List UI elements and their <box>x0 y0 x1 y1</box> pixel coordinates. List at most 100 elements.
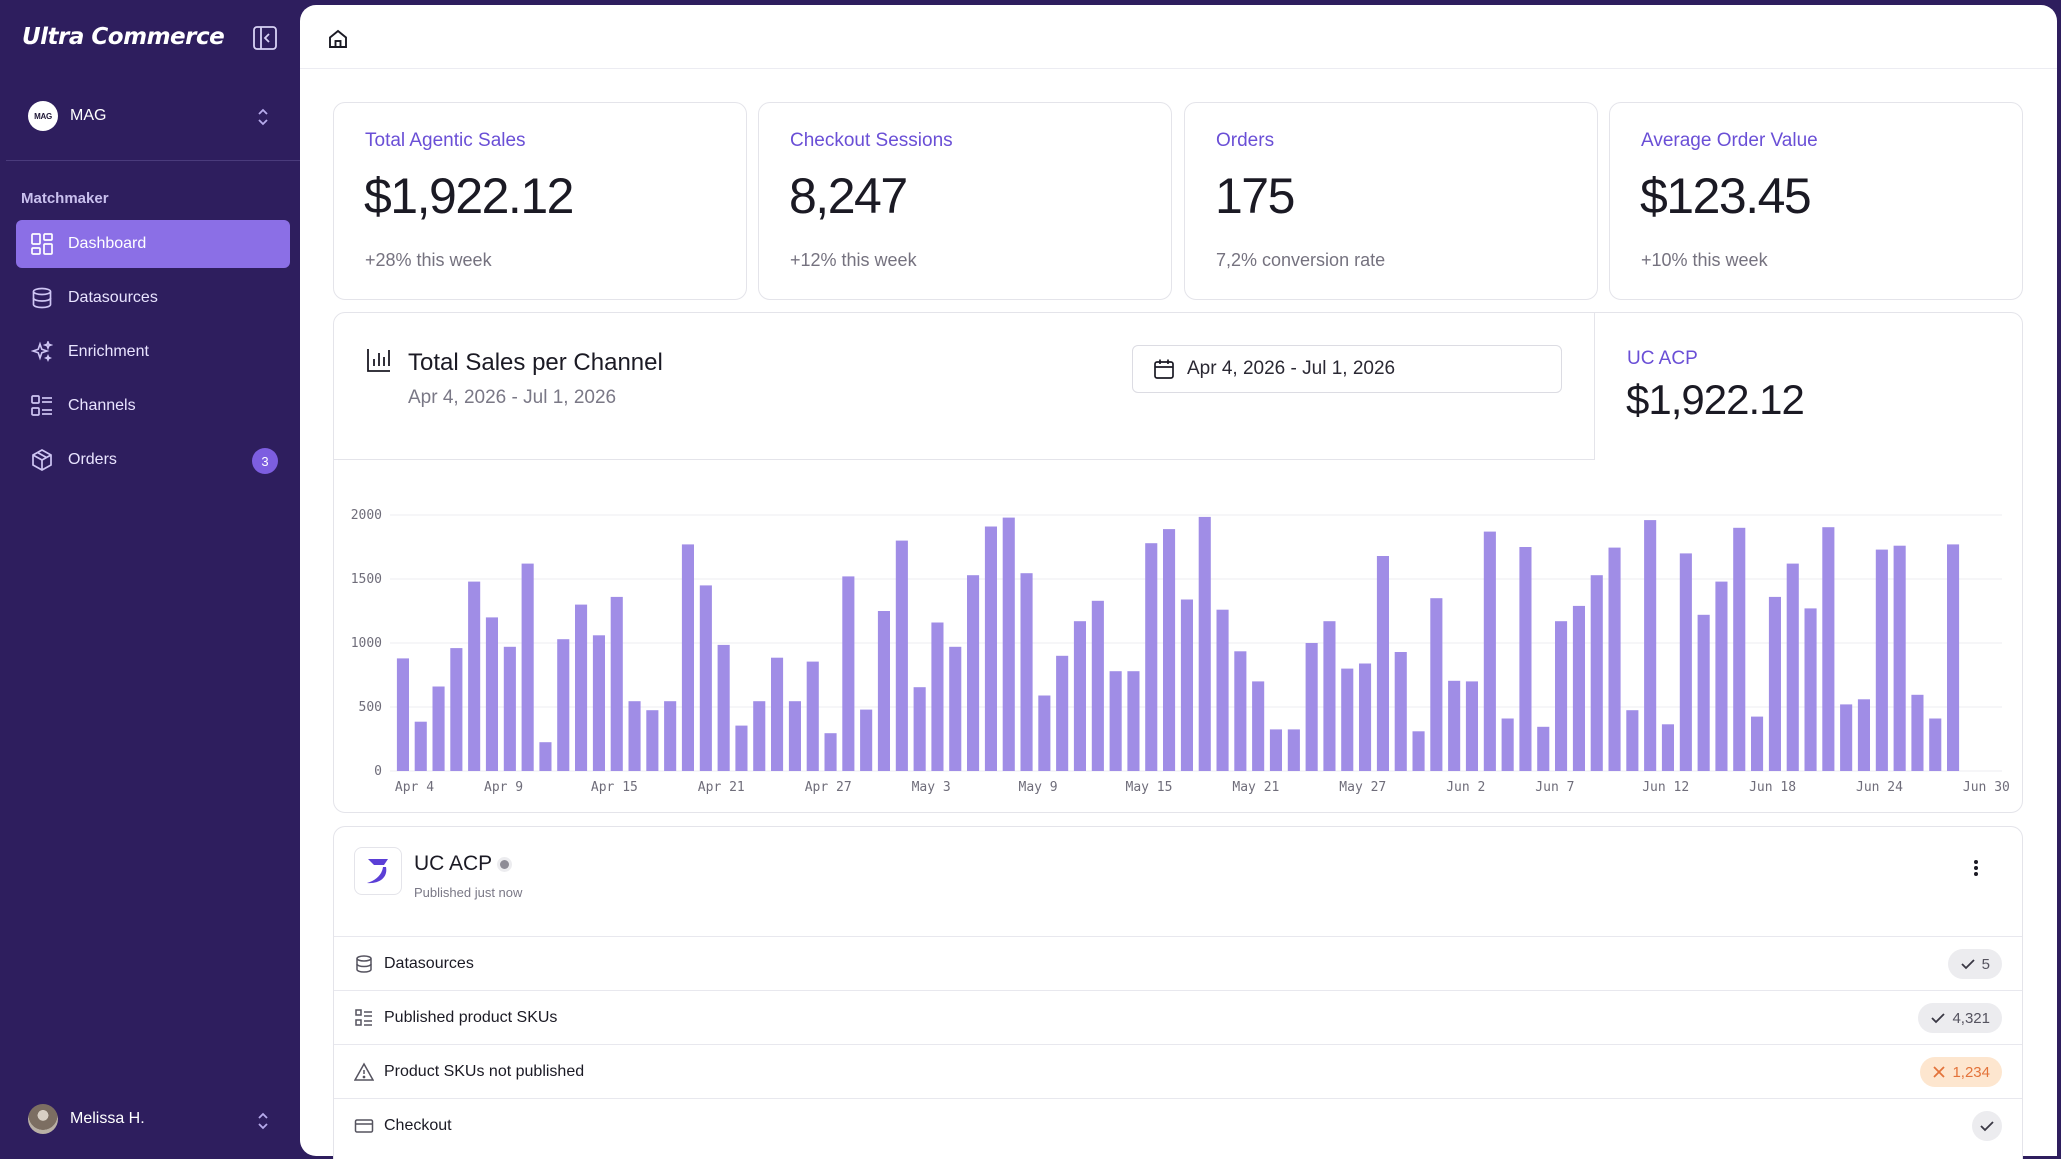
chart-bar[interactable] <box>646 710 659 771</box>
chart-bar[interactable] <box>1733 527 1746 771</box>
chart-bar[interactable] <box>1947 544 1960 771</box>
chart-bar[interactable] <box>1430 598 1443 771</box>
chart-bar[interactable] <box>1572 605 1585 771</box>
chart-bar[interactable] <box>1127 671 1140 771</box>
list-item-checkout[interactable]: Checkout <box>334 1098 2022 1152</box>
chart-bar[interactable] <box>1002 517 1015 771</box>
chart-bar[interactable] <box>575 604 588 771</box>
chart-bar[interactable] <box>1483 531 1496 771</box>
chart-bar[interactable] <box>1287 729 1300 771</box>
chart-bar[interactable] <box>1180 599 1193 772</box>
chart-bar[interactable] <box>699 585 712 771</box>
chart-bar[interactable] <box>539 742 552 771</box>
chart-bar[interactable] <box>1822 527 1835 771</box>
chart-bar[interactable] <box>1857 699 1870 771</box>
chart-bar[interactable] <box>1465 681 1478 771</box>
chart-bar[interactable] <box>592 635 605 771</box>
chart-bar[interactable] <box>1555 621 1568 771</box>
chart-bar[interactable] <box>1341 668 1354 771</box>
chart-bar[interactable] <box>1626 710 1639 771</box>
chart-bar[interactable] <box>967 575 980 771</box>
chart-bar[interactable] <box>521 563 534 771</box>
list-item-published-skus[interactable]: Published product SKUs 4,321 <box>334 990 2022 1044</box>
chart-bar[interactable] <box>396 658 409 771</box>
chart-bar[interactable] <box>681 544 694 771</box>
chart-bar[interactable] <box>610 596 623 771</box>
chart-bar[interactable] <box>1394 652 1407 771</box>
chart-bar[interactable] <box>717 644 730 771</box>
chart-bar[interactable] <box>877 611 890 771</box>
chart-bar[interactable] <box>468 581 481 771</box>
chart-bar[interactable] <box>788 701 801 771</box>
chart-bar[interactable] <box>1269 729 1282 771</box>
chart-bar[interactable] <box>1198 516 1211 771</box>
channel-label[interactable]: UC ACP <box>1627 348 1698 369</box>
chart-bar[interactable] <box>1697 614 1710 771</box>
chart-bar[interactable] <box>1234 651 1247 771</box>
chart-bar[interactable] <box>1875 549 1888 771</box>
chart-bar[interactable] <box>824 733 837 771</box>
chart-bar[interactable] <box>1751 716 1764 771</box>
chart-bar[interactable] <box>1323 621 1336 771</box>
chart-bar[interactable] <box>735 725 748 771</box>
sidebar-item-channels[interactable]: Channels <box>16 382 290 430</box>
chart-bar[interactable] <box>432 686 445 772</box>
chart-bar[interactable] <box>753 701 766 771</box>
chart-bar[interactable] <box>628 701 641 771</box>
chart-bar[interactable] <box>1804 608 1817 771</box>
chart-bar[interactable] <box>1893 545 1906 771</box>
chart-bar[interactable] <box>557 639 570 771</box>
chart-bar[interactable] <box>1412 731 1425 771</box>
chart-bar[interactable] <box>414 721 427 771</box>
chart-bar[interactable] <box>1091 600 1104 771</box>
chart-bar[interactable] <box>1537 726 1550 771</box>
chart-bar[interactable] <box>485 617 498 771</box>
chart-bar[interactable] <box>1145 543 1158 771</box>
chart-bar[interactable] <box>1715 581 1728 771</box>
chart-bar[interactable] <box>1644 520 1657 771</box>
chart-bar[interactable] <box>1501 718 1514 772</box>
chart-bar[interactable] <box>503 646 516 771</box>
chart-bar[interactable] <box>1376 556 1389 771</box>
sidebar-item-orders[interactable]: Orders 3 <box>16 436 290 484</box>
sidebar-item-enrichment[interactable]: Enrichment <box>16 328 290 376</box>
more-options-icon[interactable] <box>1966 855 1986 881</box>
user-menu[interactable]: Melissa H. <box>16 1098 284 1140</box>
sidebar-item-dashboard[interactable]: Dashboard <box>16 220 290 268</box>
chart-bar[interactable] <box>860 709 873 771</box>
chart-bar[interactable] <box>931 622 944 772</box>
collapse-sidebar-icon[interactable] <box>252 25 278 51</box>
chart-bar[interactable] <box>1786 563 1799 771</box>
chart-bar[interactable] <box>1929 718 1942 772</box>
sidebar-item-datasources[interactable]: Datasources <box>16 274 290 322</box>
chart-bar[interactable] <box>1109 671 1122 771</box>
chart-bar[interactable] <box>664 701 677 771</box>
chart-bar[interactable] <box>806 661 819 771</box>
chart-bar[interactable] <box>1038 695 1051 772</box>
chart-bar[interactable] <box>1519 547 1532 771</box>
chart-bar[interactable] <box>1216 609 1229 771</box>
chart-bar[interactable] <box>1448 680 1461 771</box>
org-switcher[interactable]: MAG MAG <box>16 94 284 138</box>
chart-bar[interactable] <box>949 646 962 771</box>
list-item-unpublished-skus[interactable]: Product SKUs not published 1,234 <box>334 1044 2022 1098</box>
chart-bar[interactable] <box>1056 655 1069 771</box>
chart-bar[interactable] <box>1840 704 1853 771</box>
chart-bar[interactable] <box>1305 643 1318 771</box>
chart-bar[interactable] <box>450 648 463 771</box>
home-icon[interactable] <box>326 27 350 51</box>
chart-bar[interactable] <box>1911 694 1924 771</box>
chart-bar[interactable] <box>1359 663 1372 772</box>
list-item-datasources[interactable]: Datasources 5 <box>334 936 2022 990</box>
chart-bar[interactable] <box>1020 573 1033 771</box>
chart-bar[interactable] <box>1608 547 1621 771</box>
chart-bar[interactable] <box>1252 681 1265 771</box>
chart-bar[interactable] <box>842 576 855 771</box>
chart-bar[interactable] <box>1661 724 1674 771</box>
date-range-picker[interactable]: Apr 4, 2026 - Jul 1, 2026 <box>1132 345 1562 393</box>
chart-bar[interactable] <box>984 526 997 772</box>
chart-bar[interactable] <box>1679 553 1692 771</box>
chart-bar[interactable] <box>895 540 908 771</box>
chart-bar[interactable] <box>1163 529 1176 771</box>
chart-bar[interactable] <box>1590 575 1603 771</box>
